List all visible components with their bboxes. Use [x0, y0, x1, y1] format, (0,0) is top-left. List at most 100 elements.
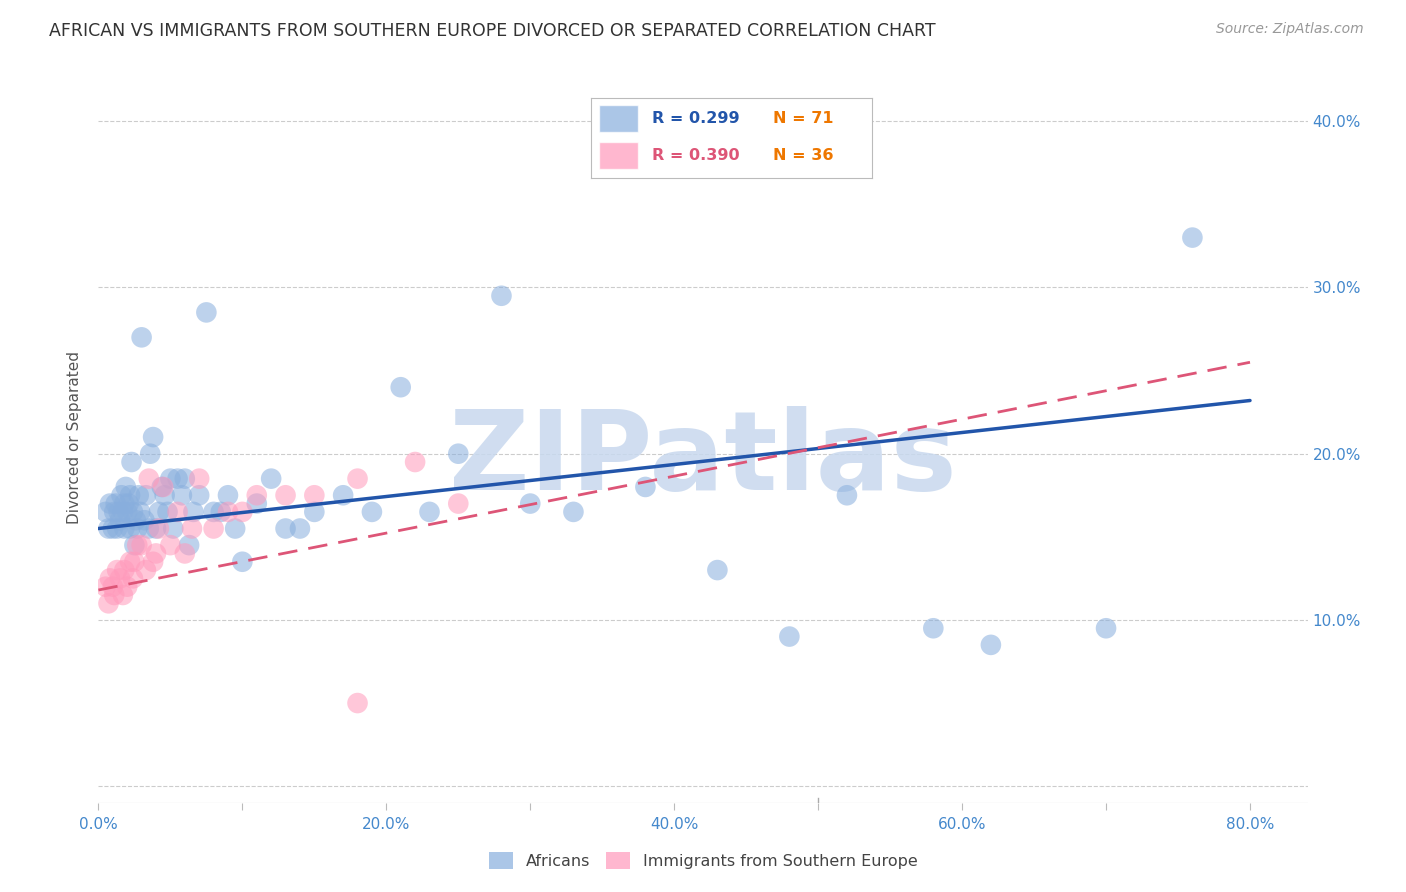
Point: [103, 588, 125, 602]
Point: [181, 521, 204, 535]
Point: [120, 521, 142, 535]
Text: ZIPatlas: ZIPatlas: [449, 406, 957, 513]
Point: [124, 555, 146, 569]
Point: [103, 505, 125, 519]
Point: [304, 505, 326, 519]
Point: [156, 505, 179, 519]
Point: [274, 488, 297, 502]
Point: [778, 630, 800, 644]
Point: [217, 488, 239, 502]
Point: [108, 513, 131, 527]
Point: [112, 521, 135, 535]
Point: [142, 430, 165, 444]
Point: [128, 488, 150, 502]
Point: [98, 571, 121, 585]
Point: [980, 638, 1002, 652]
Point: [361, 505, 384, 519]
Point: [101, 580, 124, 594]
Point: [135, 563, 157, 577]
Point: [129, 505, 152, 519]
Point: [173, 546, 195, 560]
Point: [110, 488, 132, 502]
Text: Source: ZipAtlas.com: Source: ZipAtlas.com: [1216, 22, 1364, 37]
Point: [121, 455, 143, 469]
Point: [139, 447, 162, 461]
Point: [179, 538, 201, 552]
Y-axis label: Divorced or Separated: Divorced or Separated: [67, 351, 83, 524]
Point: [105, 563, 128, 577]
Point: [120, 555, 142, 569]
Point: [1181, 230, 1204, 244]
Point: [162, 521, 184, 535]
Point: [159, 472, 181, 486]
Point: [288, 521, 311, 535]
Point: [145, 546, 167, 560]
Point: [835, 488, 858, 502]
Point: [173, 472, 195, 486]
Point: [97, 596, 120, 610]
Text: N = 36: N = 36: [773, 148, 834, 163]
Point: [94, 580, 117, 594]
Point: [166, 505, 188, 519]
Point: [142, 555, 165, 569]
Point: [260, 472, 283, 486]
Text: AFRICAN VS IMMIGRANTS FROM SOUTHERN EUROPE DIVORCED OR SEPARATED CORRELATION CHA: AFRICAN VS IMMIGRANTS FROM SOUTHERN EURO…: [49, 22, 936, 40]
FancyBboxPatch shape: [599, 105, 638, 132]
Point: [519, 497, 541, 511]
Point: [111, 588, 134, 602]
Point: [404, 455, 426, 469]
Point: [195, 305, 218, 319]
Point: [98, 497, 121, 511]
Point: [188, 488, 211, 502]
Point: [112, 497, 135, 511]
Point: [134, 513, 156, 527]
Point: [224, 521, 246, 535]
Point: [127, 521, 149, 535]
Point: [418, 505, 440, 519]
Point: [447, 447, 470, 461]
Point: [159, 538, 181, 552]
Point: [152, 480, 174, 494]
Point: [105, 521, 128, 535]
Point: [112, 563, 135, 577]
Point: [274, 521, 297, 535]
Point: [148, 505, 170, 519]
Point: [122, 505, 145, 519]
Point: [231, 555, 253, 569]
Point: [114, 480, 136, 494]
Text: N = 71: N = 71: [773, 112, 834, 126]
Point: [94, 505, 117, 519]
Point: [101, 521, 124, 535]
Point: [111, 505, 134, 519]
Text: R = 0.299: R = 0.299: [652, 112, 740, 126]
Point: [1095, 621, 1118, 635]
Point: [246, 497, 269, 511]
Point: [170, 488, 193, 502]
Point: [389, 380, 412, 394]
Point: [125, 513, 148, 527]
Point: [120, 488, 142, 502]
Point: [332, 488, 354, 502]
Point: [122, 571, 145, 585]
Point: [108, 571, 131, 585]
Text: R = 0.390: R = 0.390: [652, 148, 740, 163]
Point: [104, 497, 127, 511]
Point: [118, 497, 141, 511]
Point: [188, 472, 211, 486]
Legend: Africans, Immigrants from Southern Europe: Africans, Immigrants from Southern Europ…: [482, 846, 924, 875]
Point: [209, 505, 232, 519]
FancyBboxPatch shape: [599, 142, 638, 169]
Point: [217, 505, 239, 519]
Point: [634, 480, 657, 494]
Point: [107, 505, 129, 519]
Point: [138, 521, 160, 535]
Point: [304, 488, 326, 502]
Point: [148, 521, 170, 535]
Point: [231, 505, 253, 519]
Point: [166, 472, 188, 486]
Point: [922, 621, 945, 635]
Point: [138, 472, 160, 486]
Point: [145, 521, 167, 535]
Point: [153, 488, 176, 502]
Point: [131, 538, 153, 552]
